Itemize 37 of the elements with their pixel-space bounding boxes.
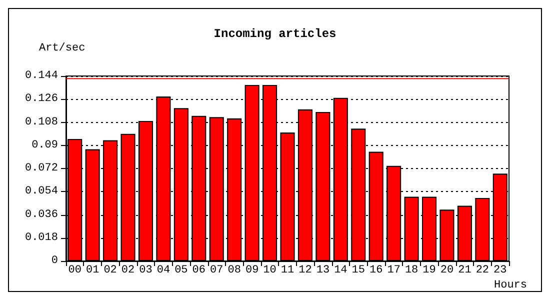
x-tick-label: 17	[387, 264, 400, 276]
x-tick-label: 21	[458, 264, 472, 276]
x-tick-label: 15	[352, 264, 365, 276]
x-tick-label: 22	[476, 264, 490, 276]
x-tick-label: 11	[280, 264, 294, 276]
x-tick-label: 09	[245, 264, 259, 276]
y-tick-label: 0.072	[24, 162, 58, 174]
x-tick-label: 04	[156, 264, 170, 276]
chart-title: Incoming articles	[214, 27, 336, 41]
x-tick-label: 02	[121, 264, 135, 276]
x-tick-label: 18	[404, 264, 418, 276]
x-tick-label: 08	[228, 264, 241, 276]
x-tick-label: 05	[174, 264, 188, 276]
y-tick-label: 0.09	[32, 139, 58, 152]
y-tick-label: 0	[51, 255, 58, 267]
x-tick-label: 07	[210, 264, 224, 276]
y-tick-label: 0.054	[24, 186, 58, 198]
x-axis-title: Hours	[494, 280, 528, 292]
y-tick-label: 0.126	[24, 93, 58, 106]
x-tick-label: 23	[494, 264, 507, 276]
x-tick-label: 10	[263, 264, 276, 276]
y-tick-label: 0.144	[24, 70, 58, 82]
x-tick-label: 13	[316, 264, 330, 276]
y-tick-label: 0.036	[24, 208, 58, 221]
x-tick-label: 19	[422, 264, 436, 276]
y-tick-label: 0.108	[24, 116, 58, 128]
x-tick-label: 12	[298, 264, 312, 276]
x-tick-label: 02	[104, 264, 117, 276]
x-tick-label: 03	[139, 264, 152, 276]
x-tick-label: 20	[440, 264, 454, 276]
x-tick-label: 00	[68, 264, 82, 276]
y-axis-title: Art/sec	[39, 42, 86, 54]
x-tick-label: 16	[370, 264, 383, 276]
x-tick-label: 06	[192, 264, 206, 276]
y-tick-label: 0.018	[24, 232, 58, 244]
x-tick-label: 14	[334, 264, 348, 276]
x-tick-label: 01	[86, 264, 100, 276]
